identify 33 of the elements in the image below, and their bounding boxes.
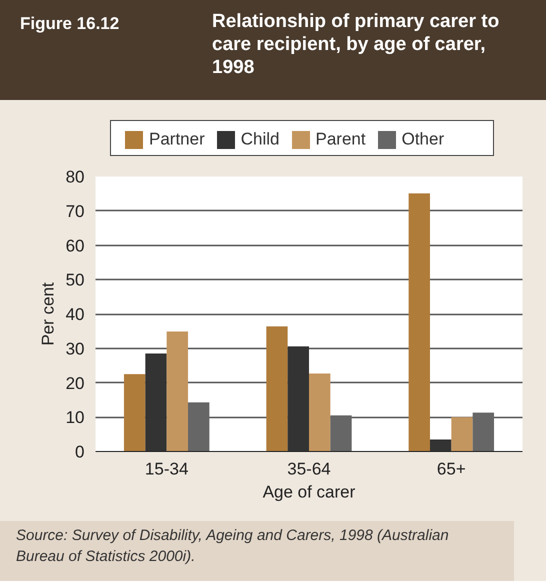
y-tick-label: 50 [66, 270, 85, 290]
y-tick-label: 20 [66, 374, 85, 393]
y-tick-label: 10 [66, 408, 85, 428]
legend-label: Other [402, 130, 444, 149]
bar [430, 439, 452, 452]
bar [288, 346, 309, 452]
y-axis-title: Per cent [38, 282, 58, 346]
legend-label: Partner [149, 130, 205, 149]
y-tick-label: 60 [66, 236, 85, 256]
y-tick-label: 70 [66, 202, 85, 221]
legend-label: Parent [316, 130, 366, 149]
bar [408, 193, 430, 452]
y-tick-label: 40 [66, 305, 85, 324]
chart-title: Relationship of primary carer to care recipient, by age of carer, 1998 [212, 10, 500, 79]
bar [330, 415, 352, 452]
source-note: Source: Survey of Disability, Ageing and Carers, 1998 (Australian Bureau of Statistics 2000i). [0, 521, 514, 581]
y-tick-label: 80 [66, 168, 85, 186]
bar [166, 332, 188, 452]
bar [188, 402, 210, 452]
caption: Figure 16.12 [20, 13, 120, 35]
legend-label: Child [240, 130, 280, 149]
y-tick-label: 0 [75, 442, 85, 462]
x-axis-title: Age of carer [262, 482, 356, 502]
bar [124, 374, 146, 452]
bar [266, 326, 288, 452]
bar [451, 417, 473, 452]
x-tick-label: 65+ [436, 460, 466, 478]
x-tick-label: 15-34 [144, 460, 188, 478]
bar [145, 354, 167, 452]
bar [309, 373, 330, 452]
x-tick-label: 35-64 [287, 460, 331, 478]
bar [472, 412, 494, 452]
y-tick-label: 30 [66, 339, 85, 358]
